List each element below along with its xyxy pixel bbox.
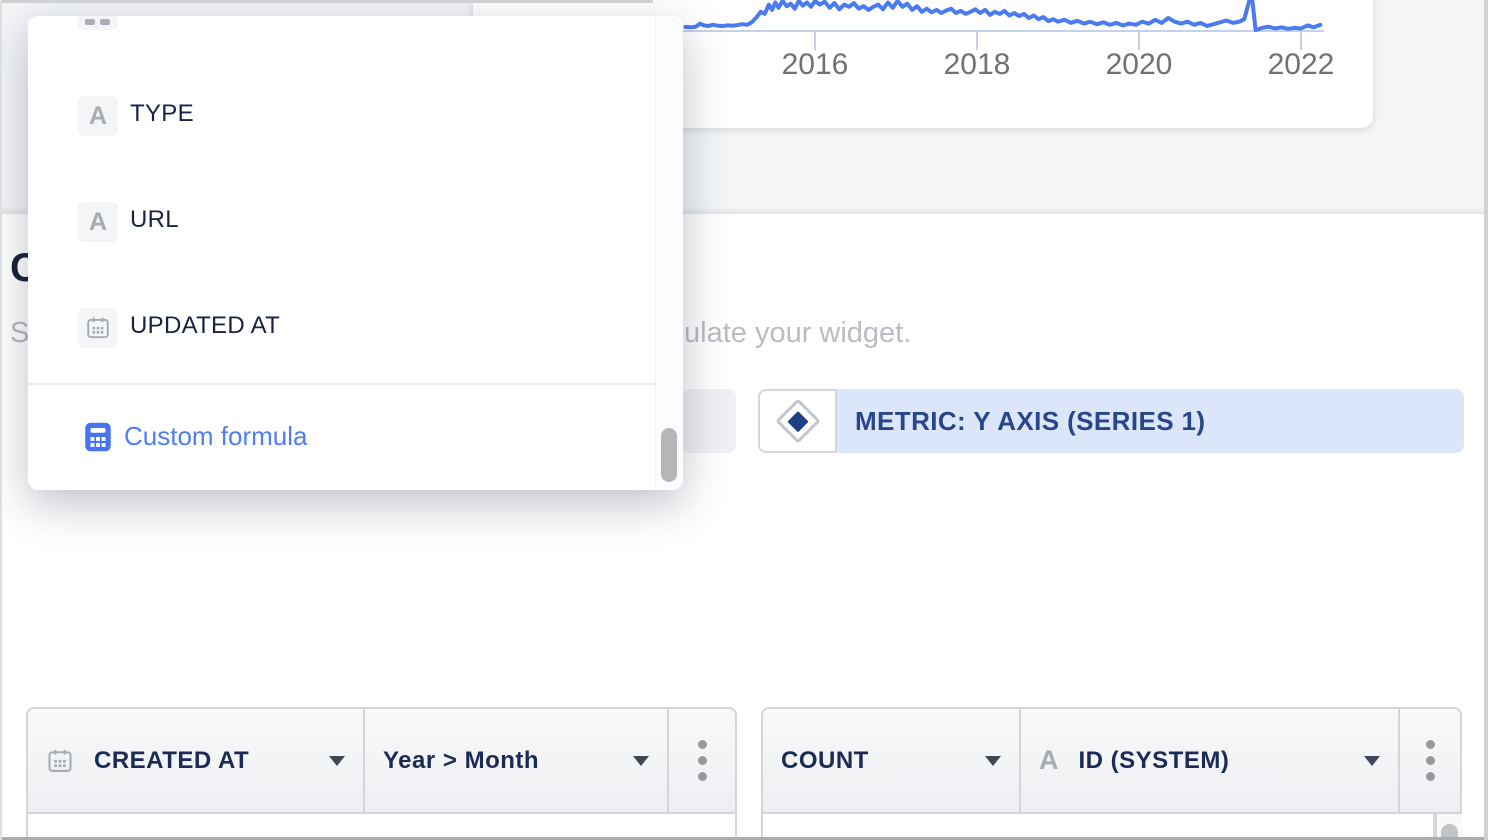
page-subtitle-fragment-left: S — [10, 317, 30, 349]
column-label: ID (SYSTEM) — [1078, 746, 1230, 774]
table-options-button[interactable] — [667, 709, 735, 812]
column-header-created-at[interactable]: CREATED AT — [28, 709, 363, 812]
column-label: Year > Month — [383, 746, 540, 774]
kebab-menu-icon — [1425, 740, 1435, 781]
column-header-count[interactable]: COUNT — [763, 709, 1019, 812]
window-edge-right — [1484, 0, 1488, 840]
field-picker-dropdown: A TYPE A URL UPDATED AT — [28, 16, 683, 490]
trend-line-chart: 2016 2018 2020 2022 — [485, 0, 1335, 81]
table-header: CREATED AT Year > Month — [26, 707, 737, 814]
column-header-id-system[interactable]: A ID (SYSTEM) — [1019, 709, 1398, 812]
table-scrollbar-thumb[interactable] — [1441, 824, 1458, 840]
table-header: COUNT A ID (SYSTEM) — [761, 707, 1462, 814]
window-edge-bottom — [0, 837, 1488, 840]
text-field-icon: A — [78, 96, 118, 136]
metric-icon-box — [758, 389, 837, 453]
calendar-icon — [46, 747, 74, 775]
dropdown-item-label: UPDATED AT — [130, 312, 281, 339]
metric-y-axis-button[interactable]: METRIC: Y AXIS (SERIES 1) — [758, 389, 1464, 453]
table-rows: 1283536 — [761, 814, 1435, 840]
text-field-icon: A — [1039, 745, 1059, 775]
kebab-menu-icon — [697, 740, 707, 781]
chevron-down-icon — [329, 755, 345, 766]
calculator-icon — [80, 419, 116, 460]
dropdown-scrollbar-thumb[interactable] — [661, 428, 677, 482]
dimension-preview-table: CREATED AT Year > Month 2013-02-012014-0… — [26, 707, 737, 840]
chevron-down-icon — [985, 755, 1001, 766]
dropdown-divider — [28, 383, 683, 385]
dimension-pill-fragment[interactable] — [683, 389, 736, 453]
window-edge-top — [0, 0, 653, 3]
calendar-icon-partial — [78, 16, 118, 30]
column-header-granularity[interactable]: Year > Month — [363, 709, 667, 812]
calendar-icon — [78, 308, 118, 348]
metric-preview-table: COUNT A ID (SYSTEM) 1283536 — [761, 707, 1462, 840]
text-field-icon: A — [78, 202, 118, 242]
x-axis-tick-label: 2022 — [1268, 48, 1335, 81]
table-rows: 2013-02-012014-03-012014-04-012014-05-01 — [26, 814, 737, 840]
dropdown-item-type[interactable]: A TYPE — [28, 78, 655, 150]
dropdown-item-label: TYPE — [130, 100, 194, 127]
dropdown-item-label: URL — [130, 206, 179, 233]
chevron-down-icon — [1364, 755, 1380, 766]
panel-top-shadow — [0, 206, 1488, 214]
table-scrollbar-track — [1435, 814, 1462, 840]
column-label: CREATED AT — [94, 746, 250, 774]
window-edge-left — [0, 0, 2, 840]
x-axis-tick-label: 2020 — [1106, 48, 1173, 81]
page-subtitle-fragment-right: ulate your widget. — [684, 317, 912, 349]
metric-pill-label: METRIC: Y AXIS (SERIES 1) — [837, 389, 1464, 453]
table-options-button[interactable] — [1398, 709, 1460, 812]
diamond-icon — [774, 398, 821, 444]
dropdown-scrollbar-track — [655, 16, 683, 490]
custom-formula-label: Custom formula — [124, 421, 308, 451]
dropdown-item-url[interactable]: A URL — [28, 184, 655, 256]
x-axis-tick-label: 2016 — [782, 48, 849, 81]
chevron-down-icon — [633, 755, 649, 766]
dropdown-item-custom-formula[interactable]: Custom formula — [28, 402, 655, 468]
column-label: COUNT — [781, 746, 869, 774]
table-row: 1 — [761, 814, 1435, 840]
x-axis-tick-label: 2018 — [944, 48, 1011, 81]
dropdown-item-updated-at[interactable]: UPDATED AT — [28, 290, 655, 362]
table-row: 2013-02-01 — [26, 814, 737, 840]
